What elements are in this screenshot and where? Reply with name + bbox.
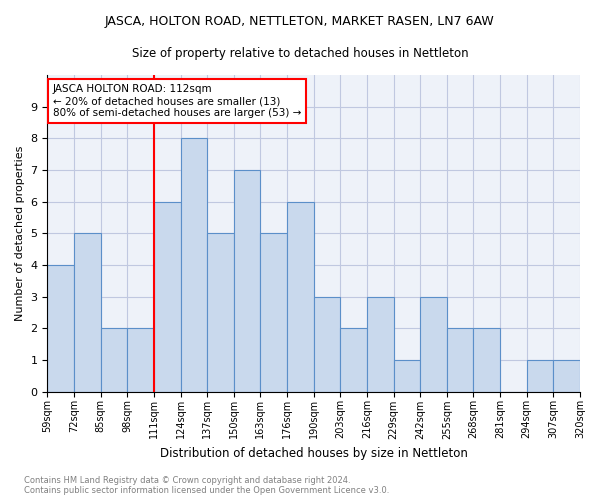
Bar (101, 328, 127, 392)
Bar (287, 202, 314, 392)
Text: JASCA HOLTON ROAD: 112sqm
← 20% of detached houses are smaller (13)
80% of semi-: JASCA HOLTON ROAD: 112sqm ← 20% of detac… (53, 84, 301, 117)
Bar (314, 296, 340, 392)
Bar (47, 265, 74, 392)
Bar (154, 202, 181, 392)
Bar (553, 360, 580, 392)
Bar (74, 234, 101, 392)
Bar (473, 328, 500, 392)
Bar (367, 296, 394, 392)
Bar (234, 170, 260, 392)
Bar (127, 328, 154, 392)
X-axis label: Distribution of detached houses by size in Nettleton: Distribution of detached houses by size … (160, 447, 467, 460)
Bar (207, 234, 234, 392)
Text: JASCA, HOLTON ROAD, NETTLETON, MARKET RASEN, LN7 6AW: JASCA, HOLTON ROAD, NETTLETON, MARKET RA… (105, 15, 495, 28)
Text: Contains HM Land Registry data © Crown copyright and database right 2024.
Contai: Contains HM Land Registry data © Crown c… (24, 476, 389, 495)
Bar (394, 360, 420, 392)
Bar (420, 296, 447, 392)
Bar (260, 234, 287, 392)
Bar (181, 138, 207, 392)
Bar (447, 328, 473, 392)
Bar (340, 328, 367, 392)
Bar (527, 360, 553, 392)
Y-axis label: Number of detached properties: Number of detached properties (15, 146, 25, 321)
Text: Size of property relative to detached houses in Nettleton: Size of property relative to detached ho… (131, 48, 469, 60)
